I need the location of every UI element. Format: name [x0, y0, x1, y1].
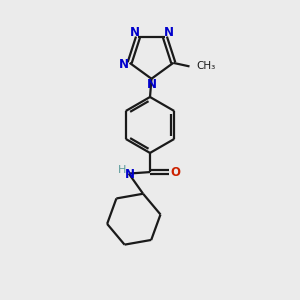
Text: N: N [125, 168, 135, 181]
Text: CH₃: CH₃ [197, 61, 216, 71]
Text: H: H [118, 165, 127, 175]
Text: N: N [130, 26, 140, 39]
Text: N: N [119, 58, 129, 71]
Text: O: O [170, 166, 180, 178]
Text: N: N [146, 78, 157, 91]
Text: N: N [164, 26, 173, 39]
